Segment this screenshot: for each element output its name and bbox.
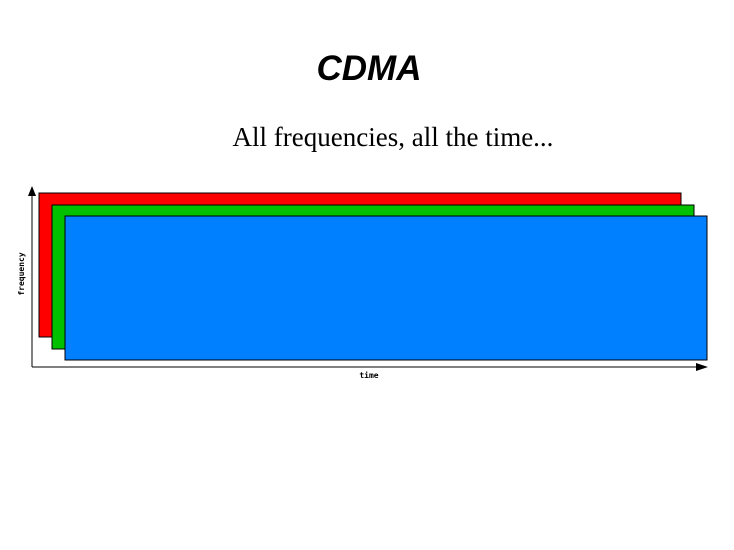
y-axis-arrowhead	[28, 186, 36, 196]
y-axis-label: frequency	[17, 252, 26, 296]
band-blue	[64, 215, 708, 361]
slide-subtitle: All frequencies, all the time...	[232, 122, 554, 152]
x-axis-arrowhead	[696, 363, 708, 371]
x-axis-label: time	[359, 370, 378, 380]
slide-title: CDMA	[316, 49, 422, 88]
